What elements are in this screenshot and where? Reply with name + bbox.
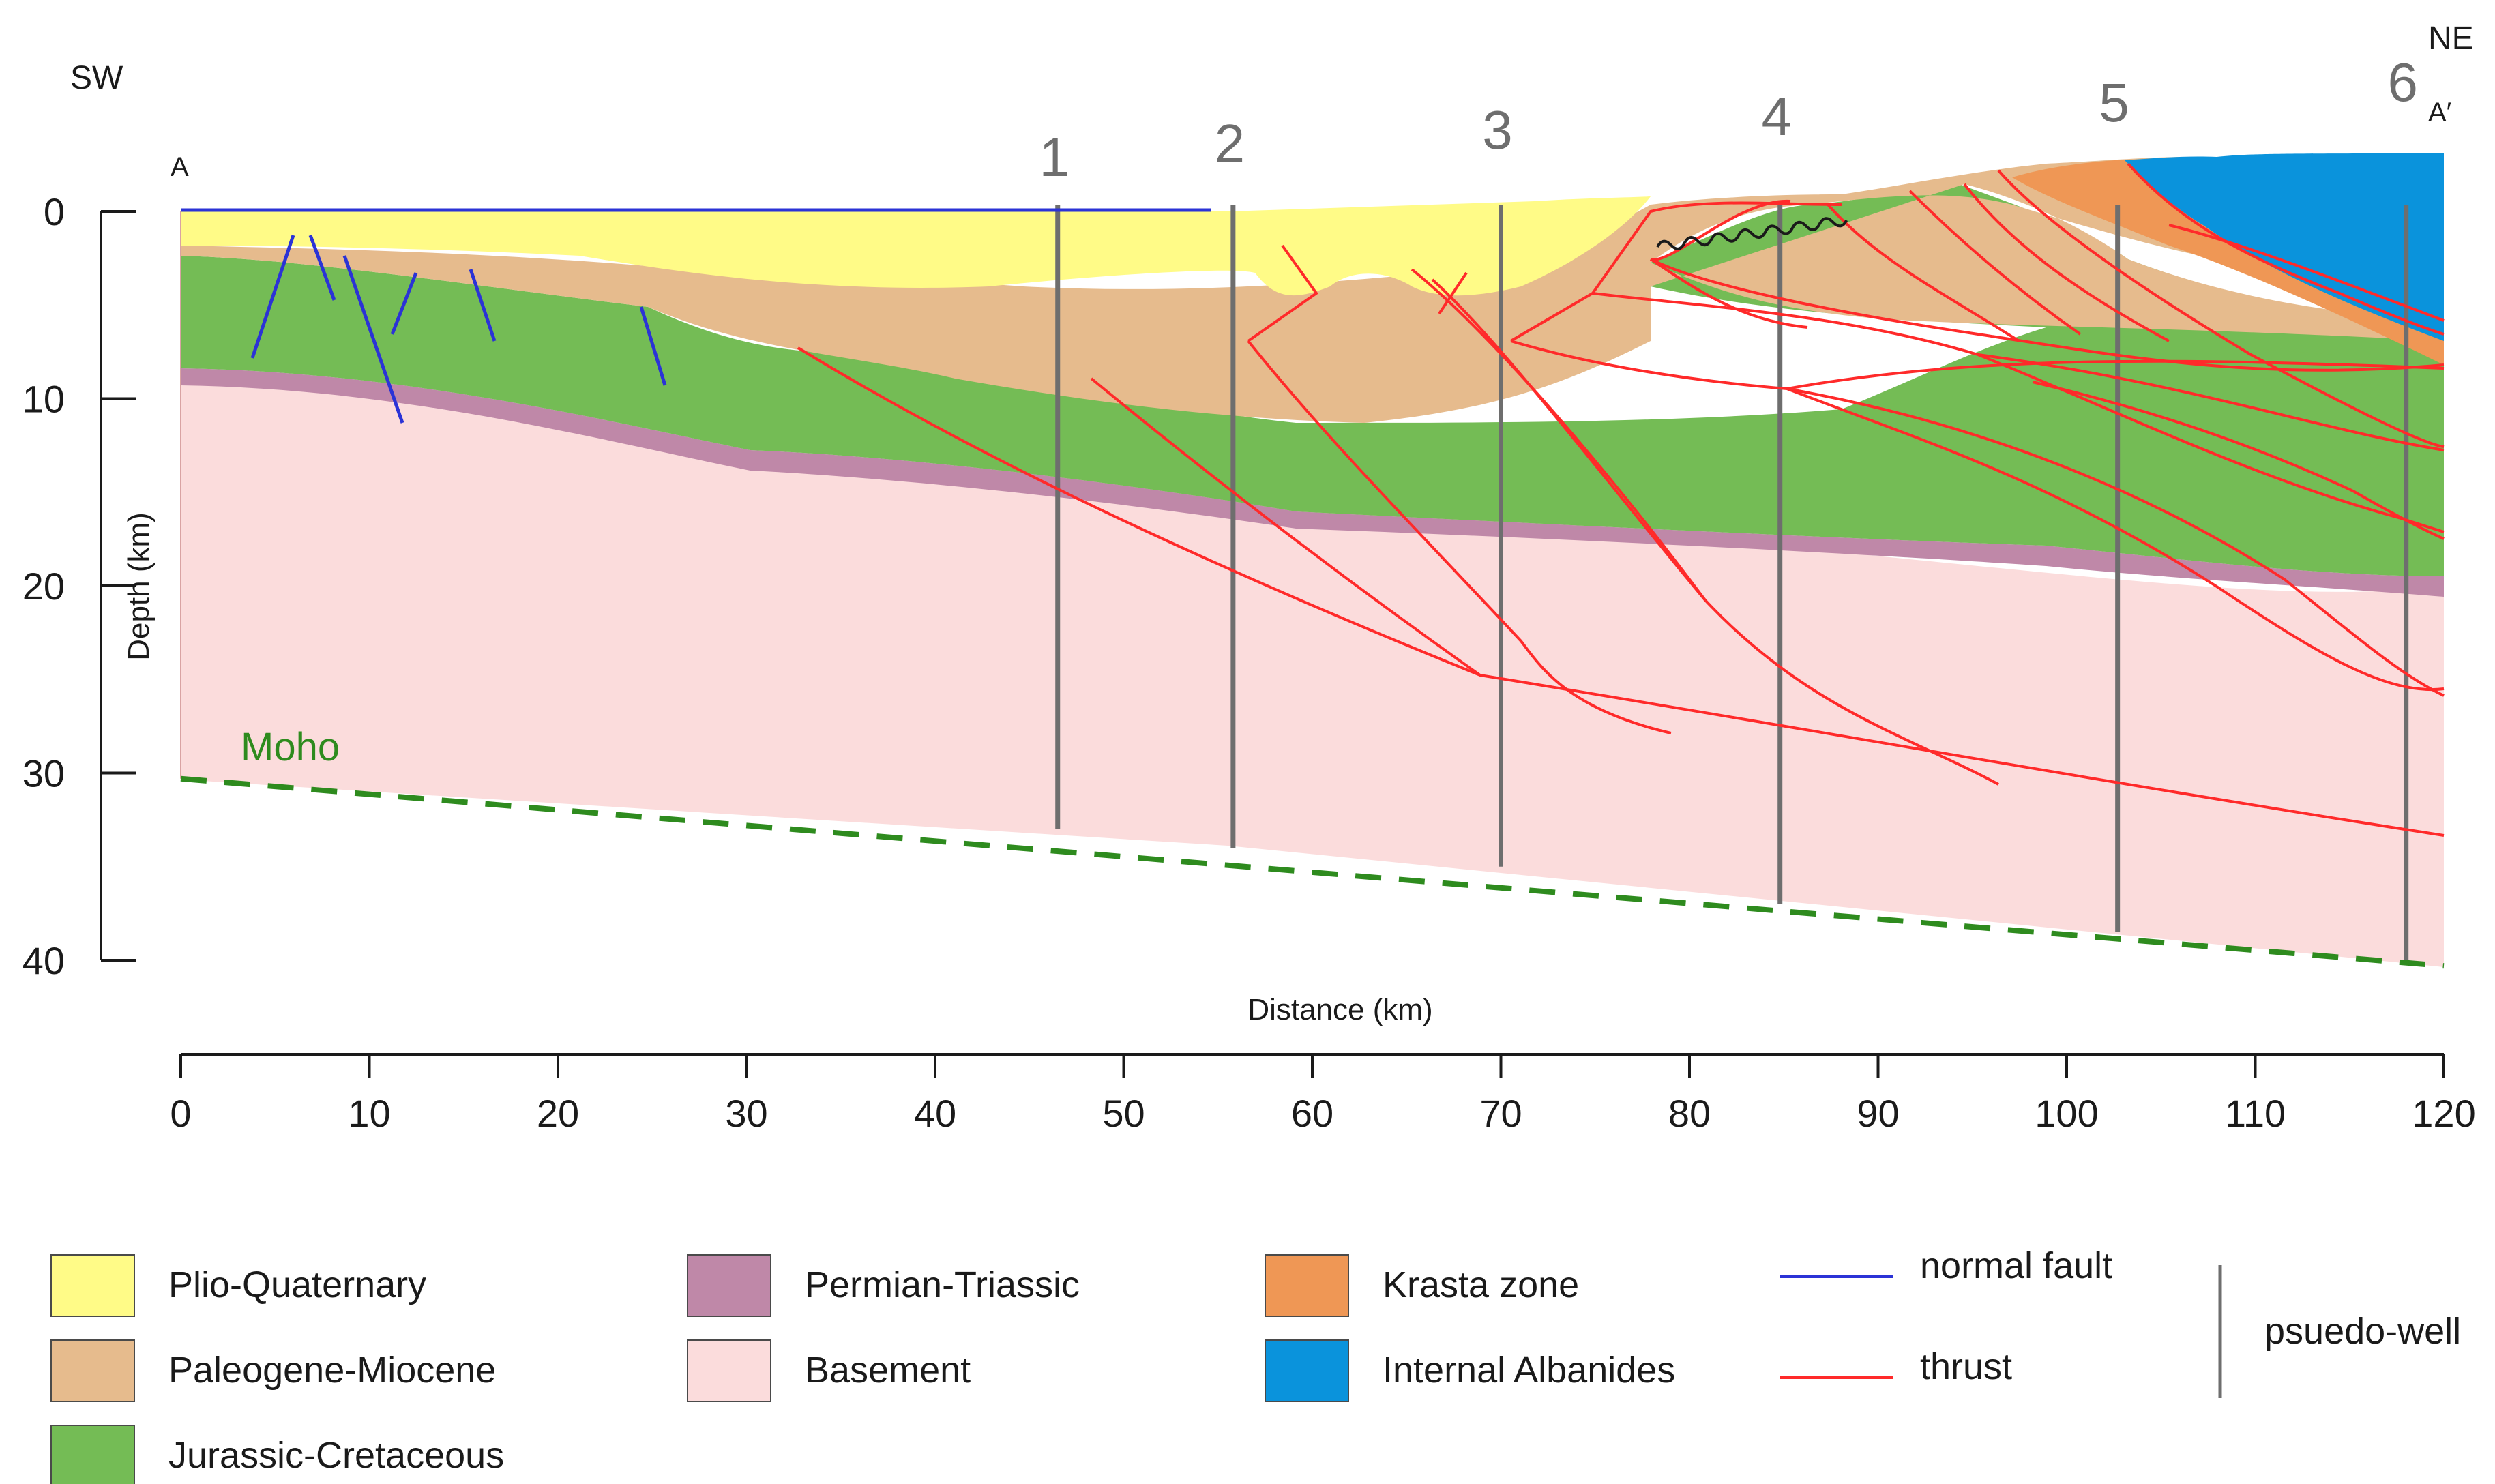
jurassic-cretaceous-unit [181, 256, 2444, 576]
internal-albanides-unit [2125, 153, 2444, 341]
thrust-line [1247, 340, 1672, 734]
distance-axis-title: Distance (km) [1248, 993, 1432, 1026]
thrust-line [1997, 169, 2445, 448]
depth-axis-title: Depth (km) [122, 512, 156, 661]
sw-label: SW [70, 60, 123, 96]
thrust-line [1963, 183, 2170, 342]
distance-tick-label: 60 [1291, 1092, 1333, 1135]
basement-unit [181, 374, 2444, 967]
legend-label: Plio-Quaternary [168, 1264, 426, 1305]
legend: Plio-Quaternary Paleogene-Miocene Jurassic… [50, 1245, 2461, 1484]
legend-label: Internal Albanides [1383, 1350, 1675, 1391]
thrust-line [1827, 203, 2020, 342]
moho-line [180, 775, 2445, 969]
pseudo-well-label: 6 [2387, 52, 2418, 113]
ne-label: NE [2428, 20, 2474, 57]
thrust-line [1786, 387, 2445, 697]
depth-axis-ticks: 0 10 20 30 40 [23, 190, 136, 982]
depth-tick-label: 10 [23, 378, 65, 421]
depth-tick-label: 40 [23, 939, 65, 982]
thrust-line [2127, 162, 2445, 336]
thrust-line [1977, 353, 2445, 533]
thrust-line [1431, 278, 1707, 602]
normal-fault-line [250, 235, 295, 359]
normal-faults [181, 208, 1211, 424]
legend-label: Jurassic-Cretaceous [168, 1435, 504, 1476]
distance-tick-label: 80 [1668, 1092, 1711, 1135]
thrust-line [1090, 377, 1481, 677]
legend-swatch [50, 1339, 135, 1402]
distance-tick-label: 50 [1102, 1092, 1145, 1135]
pseudo-well-label: 1 [1039, 127, 1069, 188]
legend-label: thrust [1920, 1346, 2012, 1387]
normal-fault-line [308, 235, 336, 301]
legend-label: Basement [805, 1350, 971, 1391]
thrust-line [2168, 224, 2445, 322]
distance-tick-label: 30 [725, 1092, 767, 1135]
plio-quaternary-unit [181, 196, 1651, 296]
normal-fault-line [390, 272, 418, 335]
distance-tick-label: 0 [170, 1092, 191, 1135]
thrust-line [1509, 201, 1842, 342]
legend-swatch [687, 1339, 771, 1402]
moho-label: Moho [241, 725, 340, 769]
thrust-line [1650, 199, 1791, 261]
distance-tick-label: 40 [914, 1092, 956, 1135]
legend-label: psuedo-well [2264, 1311, 2461, 1352]
thrust-faults [797, 162, 2445, 837]
thrust-line [1592, 292, 2445, 451]
normal-fault-line [639, 306, 667, 386]
unconformity-line [1656, 217, 1848, 250]
legend-swatch [1265, 1339, 1349, 1402]
pseudo-wells: 1 2 3 4 5 6 [1039, 52, 2418, 964]
section-end-label: A′ [2428, 98, 2451, 128]
legend-label: Krasta zone [1383, 1264, 1579, 1305]
thrust-line [1650, 258, 2445, 372]
thrust-line [1247, 244, 1318, 342]
pseudo-well-label: 3 [1482, 100, 1513, 160]
permian-triassic-unit [181, 368, 2444, 597]
legend-label: Permian-Triassic [805, 1264, 1080, 1305]
legend-swatch [1265, 1254, 1349, 1317]
depth-tick-label: 30 [23, 752, 65, 795]
thrust-line [1438, 271, 1468, 315]
thrust-line [797, 346, 2445, 837]
thrust-line [2032, 381, 2445, 540]
thrust-line [1649, 258, 1808, 329]
depth-tick-label: 20 [23, 565, 65, 608]
distance-tick-label: 90 [1857, 1092, 1899, 1135]
pseudo-well-label: 2 [1215, 113, 1245, 174]
geologic-units [181, 153, 2444, 967]
thrust-line [1510, 340, 2445, 391]
distance-axis-ticks: 0 10 20 30 40 50 60 70 80 90 100 110 120 [170, 1054, 2476, 1135]
legend-swatch [50, 1254, 135, 1317]
distance-tick-label: 100 [2035, 1092, 2098, 1135]
distance-tick-label: 10 [348, 1092, 390, 1135]
legend-label: normal fault [1920, 1245, 2112, 1286]
pseudo-well-label: 4 [1761, 86, 1792, 147]
legend-swatch [687, 1254, 771, 1317]
distance-tick-label: 120 [2412, 1092, 2475, 1135]
legend-label: Paleogene-Miocene [168, 1350, 496, 1391]
distance-tick-label: 20 [537, 1092, 579, 1135]
distance-tick-label: 70 [1479, 1092, 1522, 1135]
pseudo-well-label: 5 [2099, 72, 2129, 133]
distance-tick-label: 110 [2225, 1092, 2286, 1135]
depth-tick-label: 0 [44, 190, 65, 233]
thrust-line [1786, 387, 2445, 691]
section-start-label: A [171, 152, 189, 182]
thrust-line [1908, 190, 2082, 336]
normal-fault-line [342, 255, 404, 424]
legend-swatch [50, 1425, 135, 1484]
normal-fault-line [469, 269, 497, 342]
